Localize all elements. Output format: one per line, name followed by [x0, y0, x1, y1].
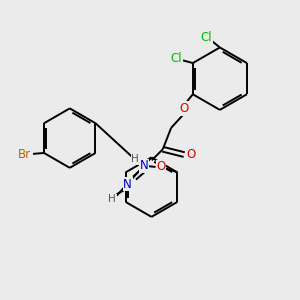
Text: Br: Br [18, 148, 31, 161]
Text: N: N [123, 178, 132, 190]
Text: H: H [108, 194, 116, 205]
Text: N: N [140, 159, 148, 172]
Text: O: O [180, 102, 189, 115]
Text: Cl: Cl [171, 52, 182, 65]
Text: H: H [131, 154, 139, 164]
Text: O: O [156, 160, 166, 173]
Text: O: O [186, 148, 195, 161]
Text: Cl: Cl [201, 32, 212, 44]
